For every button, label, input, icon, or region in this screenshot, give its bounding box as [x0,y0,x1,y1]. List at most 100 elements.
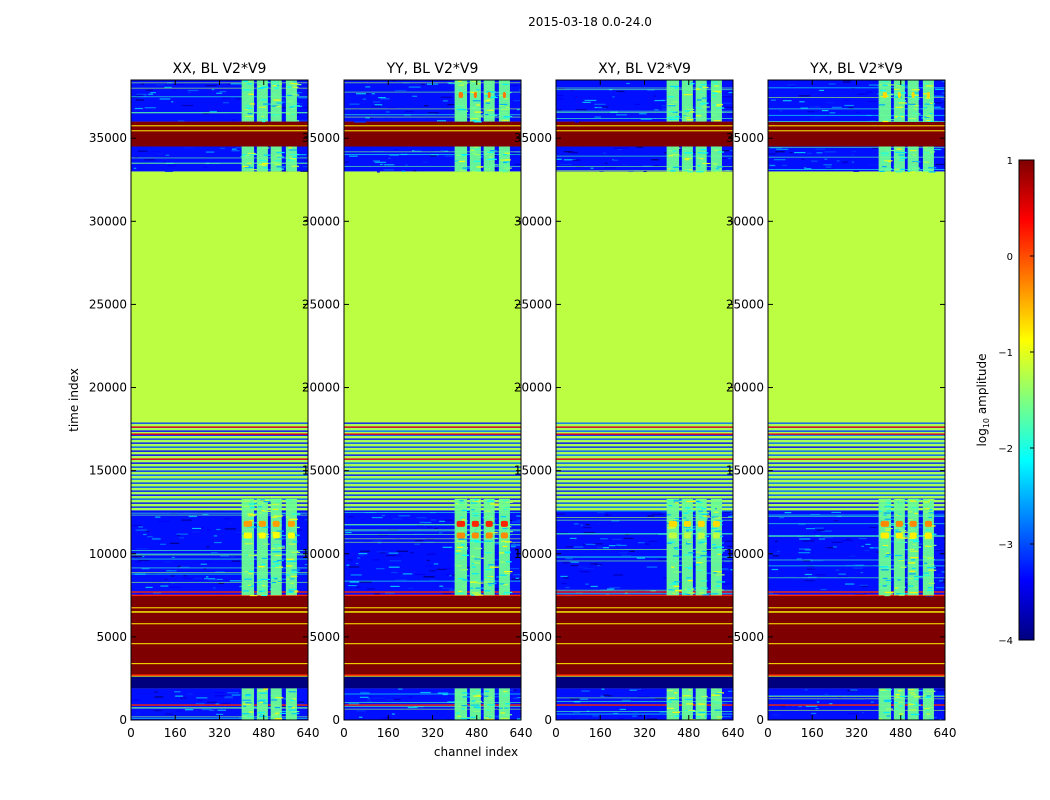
noise-speck [857,93,868,95]
noise-speck [606,513,609,516]
noise-speck [412,691,421,694]
rfi-speck [715,693,723,695]
rfi-speck [711,544,716,546]
rfi-speck [291,165,299,167]
noise-speck [643,170,647,172]
rfi-speck [461,717,471,719]
noise-speck [381,514,386,517]
rfi-hotspot [287,532,295,539]
rfi-speck [271,699,278,701]
rfi-speck [457,530,464,533]
noise-speck [782,100,792,102]
noise-speck [227,692,239,694]
rfi-speck [717,692,725,694]
rfi-speck [882,585,887,587]
rfi-speck [462,167,472,169]
y-tick-label: 10000 [726,547,764,561]
rfi-speck [270,577,277,579]
rfi-speck [487,576,494,578]
noise-speck [869,526,878,529]
noise-speck [519,89,521,91]
band-flat [131,171,308,423]
rfi-block [893,498,905,596]
noise-speck [141,83,144,85]
noise-speck [639,715,642,717]
rfi-speck [716,589,724,591]
rfi-speck [673,499,683,501]
noise-speck [514,163,521,165]
stripe-hot [131,458,308,460]
stripe-line [556,502,733,504]
y-tick-label: 25000 [89,297,127,311]
rfi-speck [292,156,298,158]
rfi-speck [711,162,717,164]
rfi-speck [472,512,479,514]
rfi-speck [456,565,462,567]
rfi-speck [274,718,283,720]
noise-speck [426,559,430,562]
noise-speck [583,526,592,529]
noise-speck [494,565,503,567]
noise-speck [515,577,520,579]
rfi-speck [290,153,299,156]
noise-speck [405,111,414,113]
rfi-speck [292,105,301,107]
noise-line [556,166,733,167]
noise-speck [135,99,144,101]
rfi-speck [456,550,462,552]
noise-speck [786,84,796,86]
rfi-speck [484,516,490,518]
y-tick-label: 10000 [302,547,340,561]
rfi-speck [258,164,263,166]
rfi-speck [271,531,280,534]
rfi-speck [894,696,904,698]
rfi-block [922,80,934,122]
stripe-line [131,446,308,448]
sat-line [344,607,521,609]
rfi-speck [926,120,931,122]
y-tick-label: 0 [119,713,127,727]
noise-speck [355,562,359,565]
noise-speck [933,716,938,719]
rfi-speck [503,714,513,716]
noise-speck [616,90,625,93]
noise-speck [794,151,806,154]
noise-speck [383,169,394,171]
rfi-speck [880,152,889,154]
rfi-speck [260,86,269,88]
rfi-block [922,146,934,172]
rfi-speck [271,547,276,550]
rfi-speck [673,581,681,583]
rfi-speck [883,512,891,514]
rfi-speck [473,695,482,697]
rfi-speck [897,100,907,102]
stripe-line [131,462,308,464]
rfi-speck [460,110,469,112]
rfi-speck [290,571,299,573]
stripe-line [344,470,521,472]
rfi-speck [913,540,920,543]
noise-speck [170,542,180,544]
noise-speck [420,691,431,694]
noise-speck [637,542,645,544]
rfi-speck [484,578,493,580]
noise-speck [590,167,594,169]
noise-speck [388,157,391,159]
stripe-line [344,474,521,476]
rfi-speck [672,711,681,713]
rfi-speck [500,540,506,542]
rfi-speck [246,162,252,164]
rfi-speck [271,83,280,85]
y-tick-label: 25000 [726,297,764,311]
noise-speck [177,565,182,567]
rfi-speck [893,576,902,579]
rfi-speck [470,502,478,504]
noise-speck [400,575,406,577]
rfi-speck [895,701,903,703]
rfi-speck [674,590,683,592]
rfi-speck [248,501,257,504]
noise-speck [231,150,240,152]
edge-line [556,611,733,613]
stripe-hot [131,426,308,428]
noise-line [768,168,945,170]
